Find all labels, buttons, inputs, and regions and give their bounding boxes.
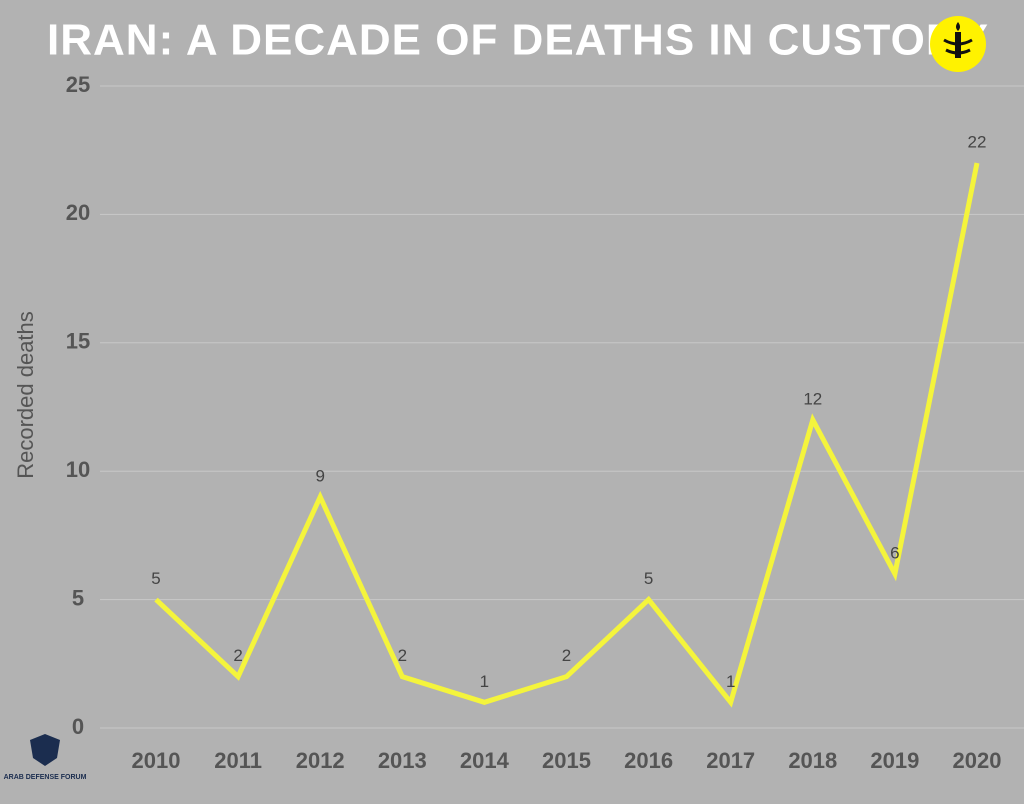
chart-title: IRAN: A DECADE OF DEATHS IN CUSTODY <box>47 16 989 65</box>
x-tick-label: 2018 <box>788 748 837 773</box>
x-tick-label: 2012 <box>296 748 345 773</box>
x-tick-label: 2019 <box>870 748 919 773</box>
data-label: 5 <box>644 569 653 588</box>
y-tick-label: 0 <box>72 714 84 739</box>
y-tick-label: 20 <box>66 200 90 225</box>
data-label: 1 <box>726 672 735 691</box>
data-label: 2 <box>562 646 571 665</box>
logo <box>930 16 986 72</box>
data-label: 5 <box>151 569 160 588</box>
data-label: 22 <box>968 133 987 152</box>
data-label: 2 <box>398 646 407 665</box>
x-tick-label: 2015 <box>542 748 591 773</box>
watermark-text: ARAB DEFENSE FORUM <box>4 774 87 781</box>
y-tick-label: 25 <box>66 72 90 97</box>
x-tick-label: 2017 <box>706 748 755 773</box>
data-label: 12 <box>803 389 822 408</box>
data-label: 9 <box>315 466 324 485</box>
x-tick-label: 2016 <box>624 748 673 773</box>
x-tick-label: 2020 <box>953 748 1002 773</box>
x-tick-label: 2013 <box>378 748 427 773</box>
y-tick-label: 15 <box>66 329 90 354</box>
x-tick-label: 2010 <box>132 748 181 773</box>
line <box>154 162 980 708</box>
data-label: 1 <box>480 672 489 691</box>
data-label: 6 <box>890 543 899 562</box>
x-tick-label: 2014 <box>460 748 510 773</box>
y-tick-label: 5 <box>72 585 84 610</box>
y-axis-label: Recorded deaths <box>13 311 38 479</box>
y-tick-label: 10 <box>66 457 90 482</box>
data-label: 2 <box>233 646 242 665</box>
x-tick-label: 2011 <box>214 748 262 773</box>
watermark: ARAB DEFENSE FORUM <box>4 734 87 781</box>
